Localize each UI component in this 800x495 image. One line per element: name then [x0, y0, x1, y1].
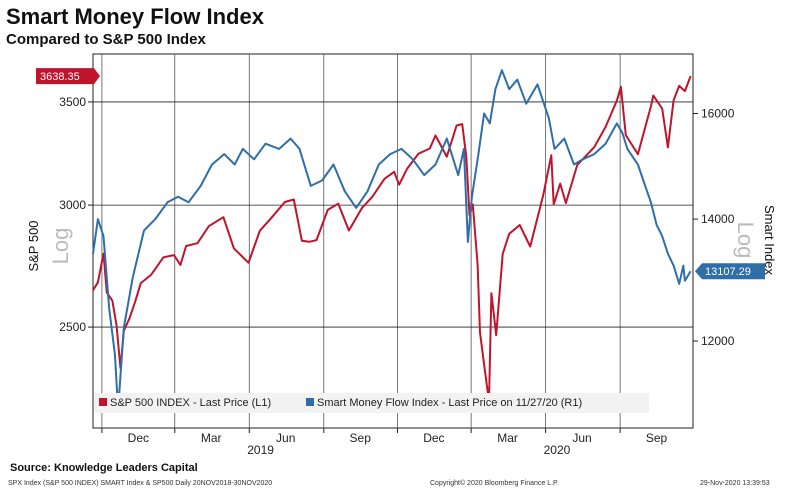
- source-note: Source: Knowledge Leaders Capital: [10, 462, 198, 474]
- legend-label-sp500: S&P 500 INDEX - Last Price (L1): [110, 397, 271, 409]
- left-axis-title: S&P 500: [26, 220, 41, 271]
- chart-title: Smart Money Flow Index: [6, 4, 264, 29]
- plot-area: [92, 53, 694, 429]
- x-tick-label: Sep: [646, 431, 668, 445]
- left-tick-label: 2500: [59, 320, 86, 334]
- x-tick-label: Mar: [201, 431, 222, 445]
- sp500-series-line: [92, 75, 692, 403]
- x-tick-label: Dec: [423, 431, 444, 445]
- x-tick-label: Sep: [350, 431, 372, 445]
- x-tick-label: Dec: [128, 431, 149, 445]
- legend-label-smart-money: Smart Money Flow Index - Last Price on 1…: [317, 397, 582, 409]
- smart-money-last-value-tag: [695, 263, 765, 280]
- x-tick-label: Jun: [572, 431, 591, 445]
- right-tick-label: 12000: [701, 334, 735, 348]
- left-tick-label: 3500: [59, 95, 86, 109]
- x-year-label: 2019: [247, 443, 274, 457]
- left-tick-label: 3000: [59, 198, 86, 212]
- x-tick-label: Mar: [497, 431, 518, 445]
- smart-money-last-value-label: 13107.29: [705, 266, 751, 278]
- right-tick-label: 14000: [701, 212, 735, 226]
- legend-box: [94, 393, 649, 413]
- smart-money-series-line: [92, 69, 692, 411]
- sp500-last-value-tag: [36, 68, 100, 85]
- chart-subtitle: Compared to S&P 500 Index: [6, 31, 206, 48]
- footer-left: SPX Index (S&P 500 INDEX) SMART Index & …: [8, 480, 273, 487]
- right-axis-title: Smart Index: [762, 205, 777, 276]
- x-tick-label: Jun: [276, 431, 295, 445]
- sp500-last-value-label: 3638.35: [40, 71, 80, 83]
- legend-swatch-smart-money: [306, 398, 314, 406]
- right-axis-scale-label: Log: [733, 222, 758, 259]
- left-axis-scale-label: Log: [48, 228, 73, 265]
- x-year-label: 2020: [544, 443, 571, 457]
- footer-timestamp: 29-Nov-2020 13:39:53: [700, 480, 770, 487]
- right-tick-label: 16000: [701, 106, 735, 120]
- legend-swatch-sp500: [99, 398, 107, 406]
- footer-copyright: Copyright© 2020 Bloomberg Finance L.P.: [430, 480, 559, 487]
